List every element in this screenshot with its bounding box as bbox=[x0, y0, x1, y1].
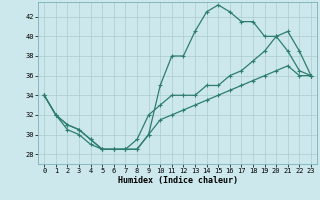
X-axis label: Humidex (Indice chaleur): Humidex (Indice chaleur) bbox=[118, 176, 238, 185]
